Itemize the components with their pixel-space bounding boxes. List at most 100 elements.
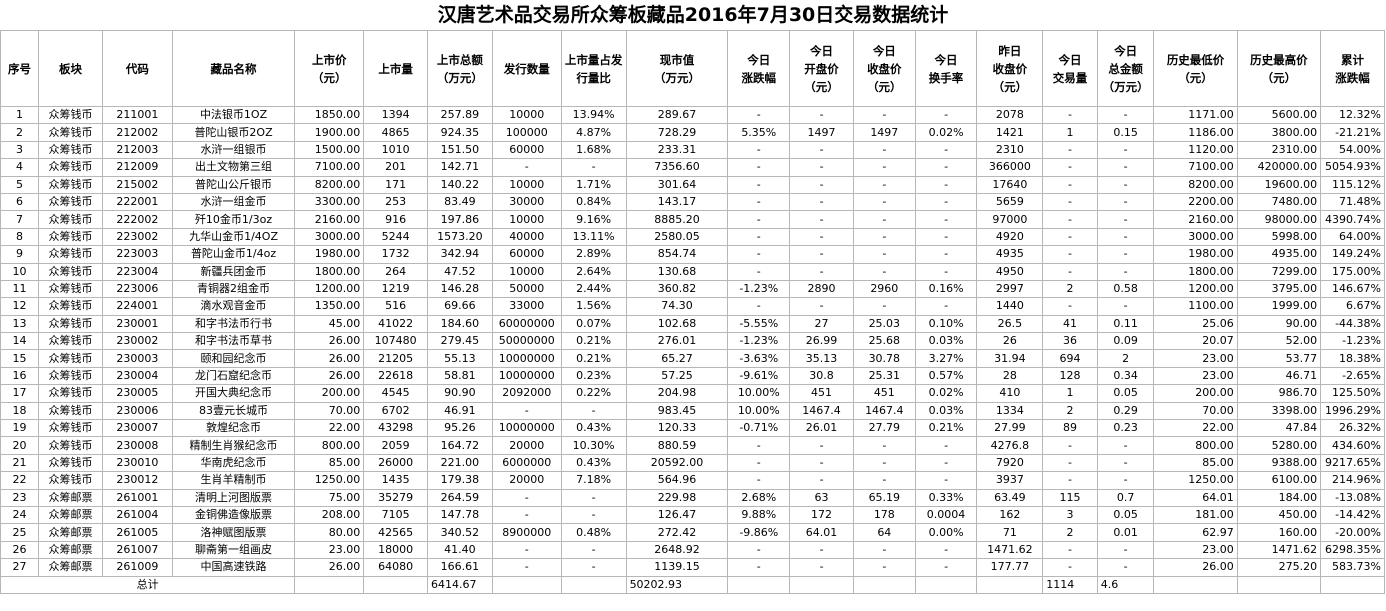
table-cell: 434.60%: [1320, 436, 1385, 455]
table-cell: -: [1042, 105, 1098, 125]
table-row: 2 众筹钱币 212002 普陀山银币2OZ 1900.00 4865 924.35 1000…: [0, 123, 1385, 142]
table-cell: 221.00: [427, 453, 493, 473]
column-header-line: 收盘价: [867, 61, 902, 76]
table-cell: 众筹钱币: [38, 419, 103, 438]
table-cell: 0.10%: [914, 314, 978, 334]
table-cell: 2: [0, 123, 40, 142]
table-cell: 230006: [101, 401, 173, 421]
table-row: 6 众筹钱币 222001 水浒一组金币 3300.00 253 83.49 30000 0.8…: [0, 192, 1385, 212]
table-cell: 众筹邮票: [38, 488, 103, 507]
table-cell: 65.19: [852, 488, 916, 507]
table-cell: 17640: [976, 175, 1044, 194]
table-cell: 10.00%: [727, 401, 791, 421]
table-cell: 众筹钱币: [38, 279, 103, 299]
table-cell: 10000: [491, 105, 562, 125]
table-cell: 230005: [101, 384, 173, 403]
table-cell: -: [727, 192, 791, 212]
table-cell: 和字书法币草书: [171, 332, 296, 351]
table-cell: 1250.00: [294, 471, 365, 490]
table-cell: 71.48%: [1320, 192, 1385, 212]
table-cell: -: [1096, 140, 1155, 160]
table-cell: -: [852, 453, 916, 473]
table-cell: 1139.15: [625, 558, 729, 577]
column-header-line: 发行数量: [503, 61, 550, 76]
table-cell: 华南虎纪念币: [171, 453, 296, 473]
column-header: 累计 涨跌幅: [1320, 30, 1385, 107]
table-cell: 126.47: [625, 505, 729, 525]
table-cell: 7356.60: [625, 158, 729, 177]
table-cell: -: [491, 540, 562, 560]
table-row: 26 众筹邮票 261007 聊斋第一组画皮 23.00 18000 41.40- -2648…: [0, 540, 1385, 560]
table-cell: 龙门石窟纪念币: [171, 366, 296, 386]
table-cell: 261001: [101, 488, 173, 507]
table-cell: 31.94: [976, 349, 1044, 368]
table-row: 5 众筹钱币 215002 普陀山公斤银币 8200.00 171 140.22 10000 1…: [0, 175, 1385, 194]
column-header-line: （元）: [1178, 70, 1213, 85]
table-row: 10 众筹钱币 223004 新疆兵团金币 1800.00 264 47.52 10000 2.…: [0, 262, 1385, 281]
column-header: 发行数量: [491, 30, 562, 107]
table-cell: 4920: [976, 227, 1044, 247]
table-cell: 83壹元长城币: [171, 401, 296, 421]
table-cell: 众筹钱币: [38, 401, 103, 421]
table-cell: 0.22%: [560, 384, 627, 403]
table-cell: -: [852, 175, 916, 194]
table-cell: 564.96: [625, 471, 729, 490]
table-cell: 0.23%: [560, 366, 627, 386]
table-cell: 212002: [101, 123, 173, 142]
table-cell: 69.66: [427, 297, 493, 316]
table-cell: 257.89: [427, 105, 493, 125]
table-cell: 众筹钱币: [38, 140, 103, 160]
table-row: 11 众筹钱币 223006 青铜器2组金币 1200.00 1219 146.28 5000…: [0, 279, 1385, 299]
table-cell: -: [852, 540, 916, 560]
table-cell: 1200.00: [294, 279, 365, 299]
table-cell: 215002: [101, 175, 173, 194]
table-cell: -: [727, 436, 791, 455]
table-cell: 7: [0, 210, 40, 229]
table-cell: 众筹钱币: [38, 314, 103, 334]
table-cell: 1900.00: [294, 123, 365, 142]
table-cell: -: [914, 540, 978, 560]
table-cell: 9217.65%: [1320, 453, 1385, 473]
table-cell: 众筹钱币: [38, 105, 103, 125]
table-row: 3 众筹钱币 212003 水浒一组银币 1500.00 1010 151.50 60000 1…: [0, 140, 1385, 160]
table-cell: 0.09: [1096, 332, 1155, 351]
table-cell: 272.42: [625, 523, 729, 542]
table-cell: 230001: [101, 314, 173, 334]
table-cell: 0.03%: [914, 401, 978, 421]
table-cell: 0.57%: [914, 366, 978, 386]
table-cell: 140.22: [427, 175, 493, 194]
table-cell: 6: [0, 192, 40, 212]
table-cell: 130.68: [625, 262, 729, 281]
table-row: 8 众筹钱币 223002 九华山金币1/4OZ 3000.00 5244 1573.20 4…: [0, 227, 1385, 247]
table-cell: 21205: [363, 349, 428, 368]
column-header-line: 代码: [125, 61, 149, 76]
table-cell: -: [789, 140, 854, 160]
table-cell: 3300.00: [294, 192, 365, 212]
table-cell: 0.11: [1096, 314, 1155, 334]
table-cell: -: [914, 227, 978, 247]
table-cell: 1800.00: [294, 262, 365, 281]
header-row: 序号 板块 代码 藏品名称 上市价 （元） 上市量 上市总额 （万元） 发行数量 上市量占发 行量比现…: [0, 30, 1385, 107]
table-cell: -: [1042, 175, 1098, 194]
table-cell: 开国大典纪念币: [171, 384, 296, 403]
totals-total-amount: 6414.67: [427, 575, 493, 594]
table-cell: -: [491, 558, 562, 577]
table-cell: 众筹钱币: [38, 366, 103, 386]
table-cell: -: [727, 245, 791, 264]
table-cell: 451: [852, 384, 916, 403]
table-cell: 5659: [976, 192, 1044, 212]
table-cell: 1500.00: [294, 140, 365, 160]
table-cell: 1.68%: [560, 140, 627, 160]
table-cell: 0.29: [1096, 401, 1155, 421]
table-cell: -: [1042, 436, 1098, 455]
table-row: 14 众筹钱币 230002 和字书法币草书 26.00 107480 279.45 5000…: [0, 332, 1385, 351]
table-cell: 230008: [101, 436, 173, 455]
table-cell: 1732: [363, 245, 428, 264]
table-cell: 0.84%: [560, 192, 627, 212]
table-cell: 1010: [363, 140, 428, 160]
table-cell: 0.43%: [560, 419, 627, 438]
table-cell: 4935.00: [1236, 245, 1322, 264]
table-cell: 230004: [101, 366, 173, 386]
table-cell: 5244: [363, 227, 428, 247]
table-cell: 众筹钱币: [38, 297, 103, 316]
